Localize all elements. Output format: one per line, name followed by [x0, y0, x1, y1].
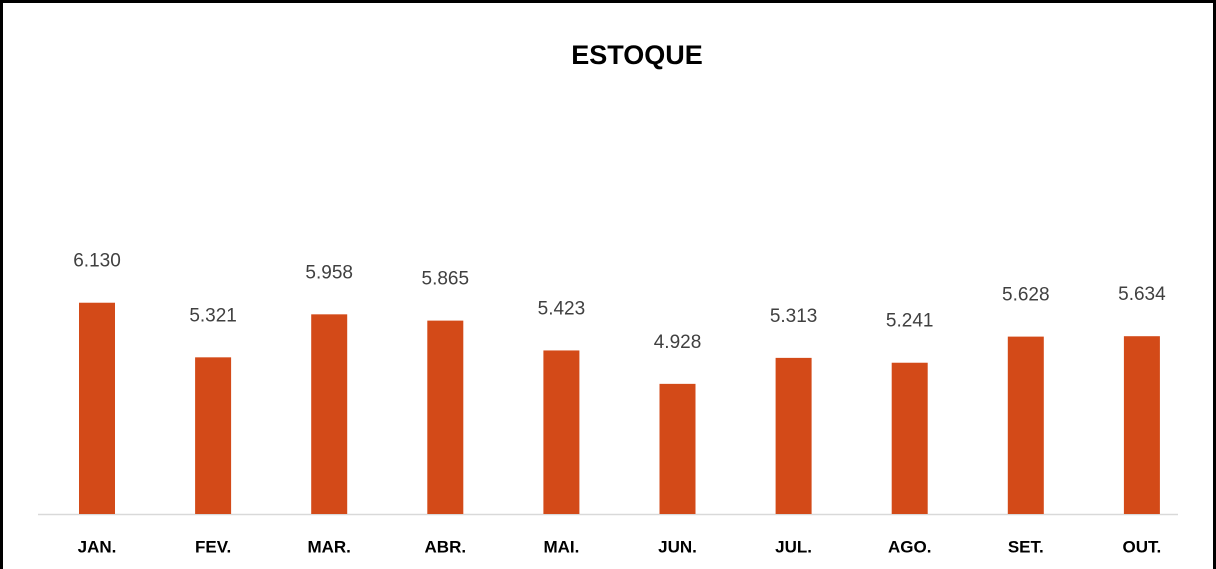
bar	[1123, 336, 1160, 514]
x-tick-label: ABR.	[425, 537, 467, 556]
x-tick-label: AGO.	[888, 537, 931, 556]
bar	[1007, 336, 1044, 514]
data-label: 5.241	[886, 311, 934, 332]
x-tick-label: JAN.	[78, 537, 117, 556]
bar	[659, 383, 696, 514]
x-tick-label: SET.	[1008, 537, 1044, 556]
data-label: 4.928	[654, 332, 702, 353]
data-label: 5.628	[1002, 285, 1050, 306]
x-tick-label: JUN.	[658, 537, 697, 556]
data-label: 5.634	[1118, 284, 1166, 305]
bar	[79, 302, 115, 514]
bar	[311, 314, 348, 514]
bar	[195, 357, 232, 514]
bar	[891, 362, 928, 514]
data-label: 5.423	[538, 298, 586, 319]
data-label: 5.865	[422, 269, 470, 290]
x-tick-label: MAR.	[307, 537, 350, 556]
bar	[775, 357, 812, 514]
data-label: 5.313	[770, 306, 818, 327]
bar	[427, 320, 464, 514]
x-tick-label: OUT.	[1123, 537, 1162, 556]
bar	[543, 350, 580, 514]
chart-title: ESTOQUE	[571, 40, 703, 70]
x-tick-label: MAI.	[543, 537, 579, 556]
data-label: 6.130	[73, 251, 121, 272]
data-label: 5.321	[189, 305, 237, 326]
x-tick-label: JUL.	[775, 537, 812, 556]
data-label: 5.958	[305, 262, 353, 283]
x-tick-label: FEV.	[195, 537, 231, 556]
